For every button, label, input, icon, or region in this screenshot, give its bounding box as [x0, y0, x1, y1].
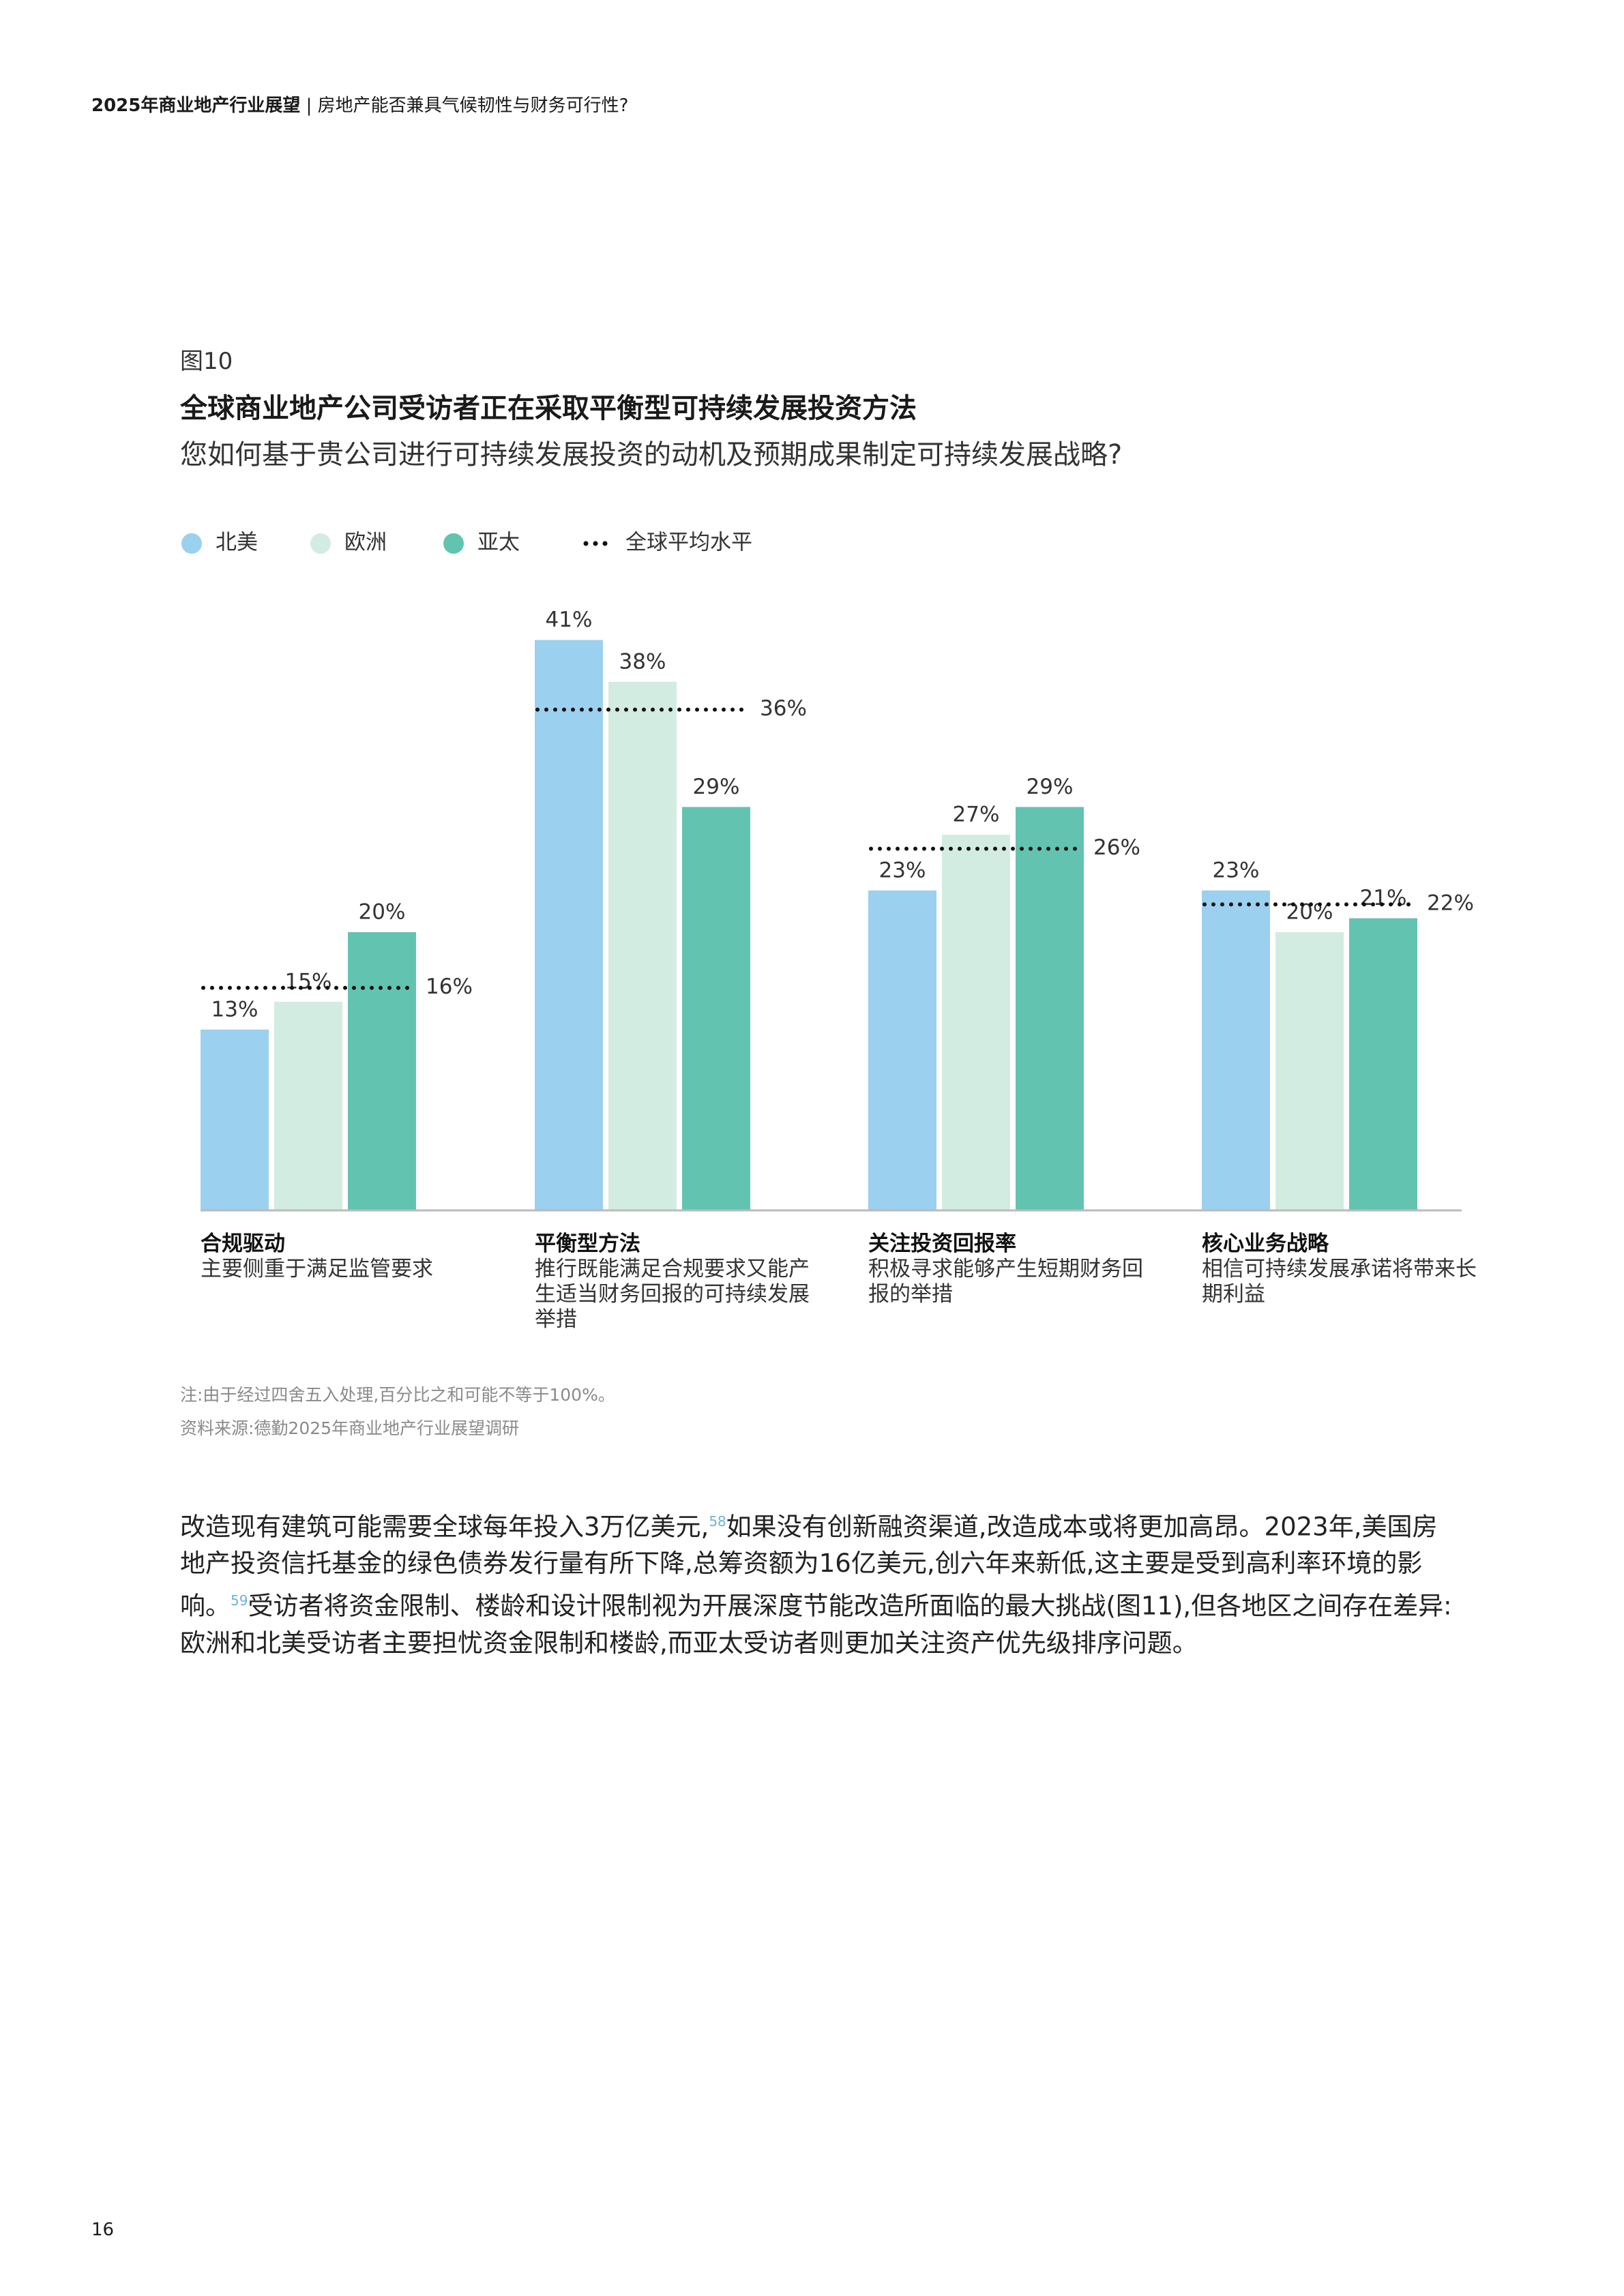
- value-label: 29%: [693, 775, 740, 799]
- legend-marker: [181, 533, 202, 554]
- category-description: 积极寻求能够产生短期财务回报的举措: [868, 1257, 1143, 1307]
- bar: [1202, 890, 1270, 1210]
- page-number: 16: [91, 2220, 115, 2240]
- running-header: 2025年商业地产行业展望 | 房地产能否兼具气候韧性与财务可行性?: [91, 91, 628, 117]
- category-description: 相信可持续发展承诺将带来长期利益: [1202, 1257, 1477, 1307]
- footnote-ref: 58: [709, 1513, 726, 1530]
- value-label: 38%: [619, 649, 666, 674]
- average-label: 26%: [1093, 835, 1140, 860]
- separator: |: [306, 95, 312, 116]
- section-title: 房地产能否兼具气候韧性与财务可行性?: [317, 95, 629, 116]
- value-label: 41%: [546, 608, 593, 632]
- legend-marker: [443, 533, 464, 554]
- value-label: 15%: [285, 970, 332, 994]
- bar: [682, 807, 750, 1210]
- legend-marker: [602, 541, 608, 546]
- legend-label: 全球平均水平: [625, 531, 752, 555]
- category-name: 核心业务战略: [1202, 1232, 1329, 1256]
- bar: [608, 681, 677, 1210]
- bar: [274, 1002, 342, 1210]
- body-paragraph: 改造现有建筑可能需要全球每年投入3万亿美元,58如果没有创新融资渠道,改造成本或…: [180, 1503, 1462, 1662]
- bar: [535, 640, 603, 1210]
- bar: [1349, 918, 1417, 1210]
- category-label: 平衡型方法 推行既能满足合规要求又能产生适当财务回报的可持续发展举措: [535, 1232, 828, 1332]
- value-label: 21%: [1360, 886, 1407, 910]
- category-label: 关注投资回报率 积极寻求能够产生短期财务回报的举措: [868, 1232, 1162, 1307]
- value-label: 23%: [1213, 858, 1260, 882]
- legend-marker: [593, 541, 598, 546]
- legend-label: 北美: [216, 531, 258, 555]
- value-label: 13%: [211, 997, 259, 1022]
- category-name: 合规驱动: [201, 1232, 285, 1256]
- body-text: 如果没有创新融资渠道,改造成本或将更加高昂。2023年,美国房地产投资信托基金的…: [180, 1512, 1438, 1621]
- source: 资料来源:德勤2025年商业地产行业展望调研: [180, 1418, 520, 1438]
- note: 注:由于经过四舍五入处理,百分比之和可能不等于100%。: [180, 1385, 615, 1405]
- average-label: 36%: [760, 696, 807, 721]
- legend-marker: [310, 533, 331, 554]
- bar: [942, 835, 1010, 1210]
- bar: [201, 1029, 269, 1210]
- average-label: 16%: [426, 974, 473, 999]
- value-label: 29%: [1027, 775, 1074, 799]
- value-label: 20%: [359, 900, 406, 925]
- bar: [868, 890, 936, 1210]
- value-label: 23%: [879, 858, 926, 882]
- category-name: 关注投资回报率: [868, 1232, 1016, 1256]
- figure-label: 图10: [180, 348, 233, 375]
- report-title: 2025年商业地产行业展望: [91, 95, 301, 116]
- body-text: 受访者将资金限制、楼龄和设计限制视为开展深度节能改造所面临的最大挑战(图11),…: [180, 1591, 1452, 1658]
- bar: [348, 932, 416, 1210]
- legend-label: 亚太: [477, 531, 520, 555]
- category-description: 主要侧重于满足监管要求: [201, 1257, 433, 1281]
- category-label: 核心业务战略 相信可持续发展承诺将带来长期利益: [1202, 1232, 1495, 1307]
- bar: [1275, 932, 1344, 1210]
- chart-subtitle: 您如何基于贵公司进行可持续发展投资的动机及预期成果制定可持续发展战略?: [180, 439, 1123, 471]
- bar: [1016, 807, 1084, 1210]
- average-label: 22%: [1427, 891, 1474, 916]
- footnote-ref: 59: [231, 1592, 248, 1609]
- category-label: 合规驱动 主要侧重于满足监管要求: [201, 1232, 494, 1282]
- category-name: 平衡型方法: [535, 1232, 640, 1256]
- chart-title: 全球商业地产公司受访者正在采取平衡型可持续发展投资方法: [180, 393, 917, 424]
- legend-label: 欧洲: [344, 531, 387, 555]
- body-text: 改造现有建筑可能需要全球每年投入3万亿美元,: [180, 1512, 709, 1542]
- legend-marker: [583, 541, 589, 546]
- value-label: 27%: [953, 803, 1000, 827]
- category-description: 推行既能满足合规要求又能产生适当财务回报的可持续发展举措: [535, 1257, 810, 1332]
